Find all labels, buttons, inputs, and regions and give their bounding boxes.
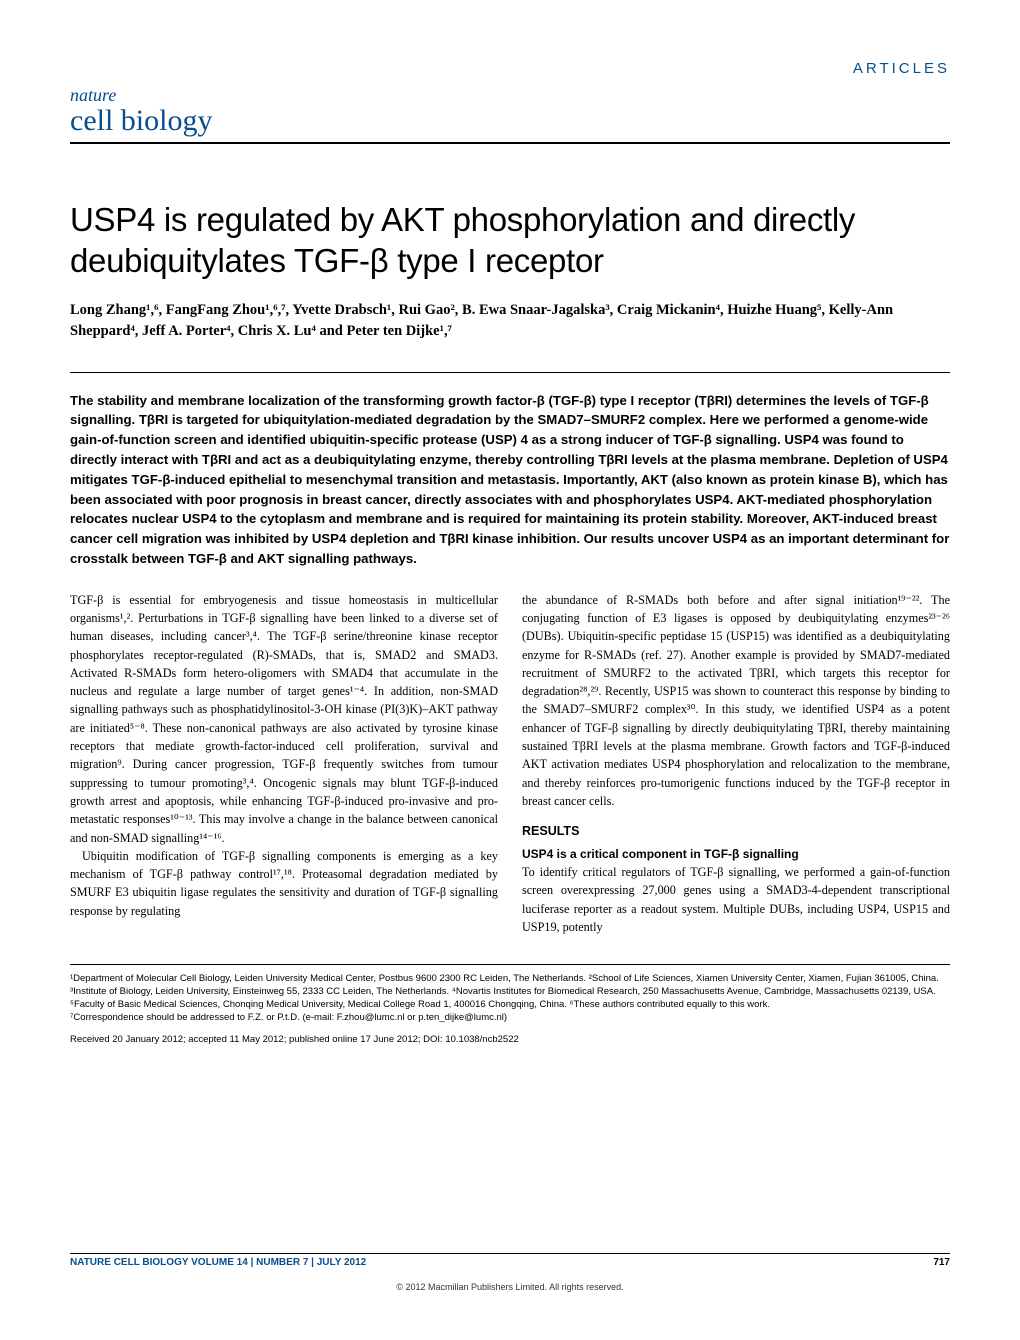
column-right: the abundance of R-SMADs both before and… bbox=[522, 591, 950, 937]
body-paragraph: the abundance of R-SMADs both before and… bbox=[522, 591, 950, 811]
abstract-text: The stability and membrane localization … bbox=[70, 391, 950, 569]
copyright-line: © 2012 Macmillan Publishers Limited. All… bbox=[70, 1282, 950, 1292]
author-list: Long Zhang¹,⁶, FangFang Zhou¹,⁶,⁷, Yvett… bbox=[70, 300, 950, 342]
journal-name-top: nature bbox=[70, 85, 950, 106]
journal-logo: nature cell biology bbox=[70, 85, 950, 136]
page-footer: NATURE CELL BIOLOGY VOLUME 14 | NUMBER 7… bbox=[70, 1253, 950, 1292]
section-label: ARTICLES bbox=[70, 60, 950, 77]
received-line: Received 20 January 2012; accepted 11 Ma… bbox=[70, 1034, 950, 1045]
correspondence-text: ⁷Correspondence should be addressed to F… bbox=[70, 1012, 950, 1025]
body-columns: TGF-β is essential for embryogenesis and… bbox=[70, 591, 950, 937]
affiliations-block: ¹Department of Molecular Cell Biology, L… bbox=[70, 964, 950, 1024]
body-paragraph: To identify critical regulators of TGF-β… bbox=[522, 863, 950, 936]
mid-rule bbox=[70, 372, 950, 373]
page-number: 717 bbox=[933, 1257, 950, 1268]
column-left: TGF-β is essential for embryogenesis and… bbox=[70, 591, 498, 937]
section-heading: RESULTS bbox=[522, 822, 950, 841]
top-rule bbox=[70, 142, 950, 144]
body-paragraph: Ubiquitin modification of TGF-β signalli… bbox=[70, 847, 498, 920]
body-paragraph: TGF-β is essential for embryogenesis and… bbox=[70, 591, 498, 847]
footer-journal-info: NATURE CELL BIOLOGY VOLUME 14 | NUMBER 7… bbox=[70, 1257, 366, 1268]
journal-name-bottom: cell biology bbox=[70, 106, 950, 136]
affiliations-text: ¹Department of Molecular Cell Biology, L… bbox=[70, 973, 950, 1011]
article-title: USP4 is regulated by AKT phosphorylation… bbox=[70, 199, 950, 282]
subsection-heading: USP4 is a critical component in TGF-β si… bbox=[522, 845, 950, 863]
